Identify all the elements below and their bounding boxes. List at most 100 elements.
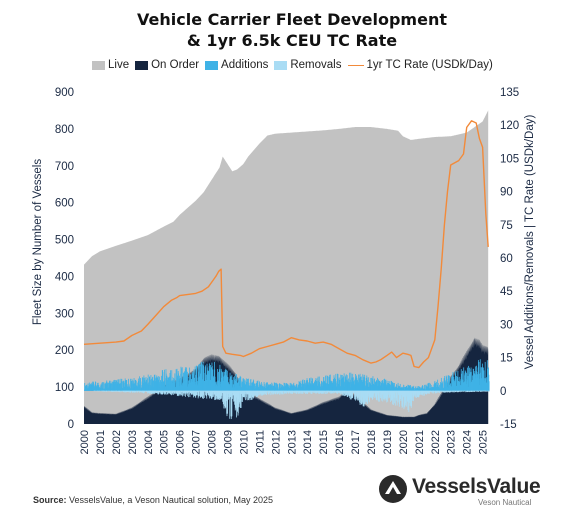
additions-bar: [268, 385, 270, 391]
removals-bar: [274, 390, 275, 393]
additions-bar: [300, 386, 302, 391]
removals-bar: [486, 390, 488, 392]
vesselsvalue-logo: VesselsValue Veson Nautical: [378, 474, 541, 510]
additions-bar: [120, 378, 122, 391]
additions-bar: [466, 367, 468, 391]
additions-bar: [317, 376, 319, 391]
removals-bar: [382, 390, 384, 398]
removals-bar: [431, 390, 432, 393]
additions-bar: [473, 370, 475, 391]
additions-bar: [178, 381, 180, 391]
removals-bar: [396, 390, 398, 406]
removals-bar: [333, 390, 335, 392]
removals-bar: [180, 390, 182, 396]
additions-bar: [368, 382, 370, 391]
removals-bar: [307, 390, 309, 394]
removals-bar: [153, 390, 155, 394]
additions-bar: [123, 383, 125, 391]
removals-bar: [271, 390, 273, 395]
removals-bar: [359, 390, 361, 405]
additions-bar: [149, 385, 151, 391]
removals-bar: [380, 390, 382, 399]
additions-bar: [301, 383, 303, 391]
legend-label-additions: Additions: [221, 59, 269, 71]
additions-bar: [349, 372, 351, 391]
removals-bar: [156, 390, 158, 394]
additions-bar: [321, 380, 322, 391]
removals-bar: [403, 390, 405, 410]
additions-bar: [436, 381, 437, 391]
additions-bar: [246, 381, 248, 391]
removals-bar: [257, 390, 259, 396]
y-tick-label-right: 105: [500, 153, 519, 165]
additions-bar: [469, 372, 471, 391]
y-tick-label-right: 90: [500, 187, 513, 199]
removals-bar: [178, 390, 179, 395]
removals-bar: [349, 390, 351, 400]
additions-bar: [314, 380, 316, 391]
additions-bar: [186, 371, 188, 391]
additions-bar: [455, 371, 457, 391]
additions-bar: [370, 377, 372, 391]
removals-bar: [104, 390, 106, 392]
additions-bar: [397, 382, 399, 391]
x-tick-label: 2007: [191, 430, 203, 454]
removals-bar: [156, 390, 158, 394]
chart-title-line-2: & 1yr 6.5k CEU TC Rate: [186, 31, 398, 50]
additions-bar: [226, 369, 228, 391]
removals-bar: [144, 390, 146, 392]
removals-bar: [314, 390, 316, 393]
additions-bar: [293, 382, 295, 391]
removals-bar: [464, 390, 466, 393]
removals-bar: [487, 390, 489, 392]
removals-bar: [391, 390, 393, 401]
additions-bar: [372, 376, 374, 391]
y-tick-label-left: 0: [68, 419, 74, 431]
x-tick-label: 2001: [95, 430, 107, 454]
removals-bar: [325, 390, 326, 394]
x-tick-label: 2016: [334, 430, 346, 454]
removals-bar: [374, 390, 376, 398]
additions-bar: [85, 385, 87, 391]
additions-bar: [378, 380, 379, 391]
removals-bar: [209, 390, 211, 397]
additions-bar: [147, 378, 148, 391]
removals-bar: [229, 390, 231, 417]
logo-wordmark: VesselsValue: [412, 475, 541, 498]
removals-bar: [246, 390, 248, 401]
removals-bar: [193, 390, 194, 398]
additions-bar: [306, 378, 308, 391]
removals-bar: [124, 390, 125, 392]
additions-bar: [180, 366, 182, 391]
removals-bar: [378, 390, 380, 402]
removals-bar: [394, 390, 395, 404]
y-tick-label-right: 60: [500, 253, 513, 265]
additions-bar: [457, 377, 459, 391]
additions-bar: [277, 388, 279, 391]
additions-bar: [129, 378, 131, 391]
removals-bar: [167, 390, 169, 395]
removals-bar: [164, 390, 166, 394]
additions-bar: [483, 370, 485, 391]
removals-bar: [171, 390, 172, 396]
additions-bar: [406, 385, 408, 391]
removals-bar: [225, 390, 227, 401]
removals-bar: [241, 390, 242, 402]
removals-bar: [311, 390, 313, 394]
additions-bar: [192, 373, 194, 391]
x-tick-label: 2002: [111, 430, 123, 454]
removals-bar: [118, 390, 120, 393]
removals-bar: [294, 390, 296, 394]
legend-item-additions: Additions: [205, 59, 268, 71]
additions-bar: [275, 382, 276, 391]
removals-bar: [200, 390, 202, 397]
additions-bar: [132, 381, 134, 391]
additions-bar: [419, 386, 420, 391]
additions-bar: [478, 361, 480, 391]
series-additions-bars: [84, 359, 490, 391]
removals-bar: [120, 390, 122, 392]
removals-bar: [152, 390, 154, 394]
additions-bar: [374, 378, 375, 391]
removals-bar: [472, 390, 474, 392]
series-removals-bars: [93, 390, 490, 420]
